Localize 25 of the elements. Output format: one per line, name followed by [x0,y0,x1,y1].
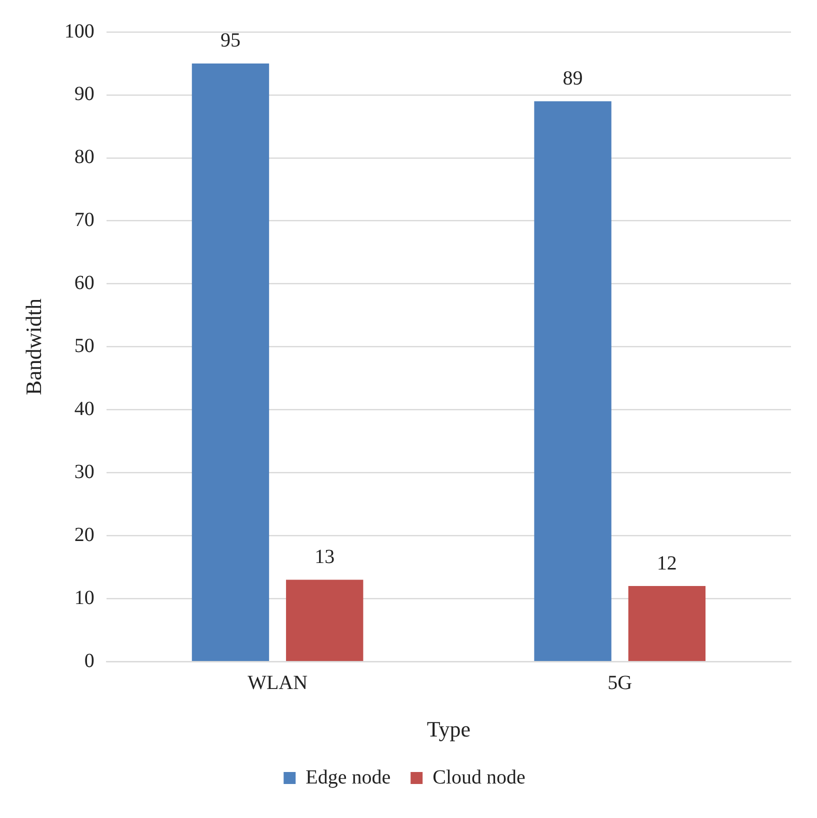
x-tick-label: 5G [608,672,632,694]
data-label: 12 [656,552,677,574]
y-tick-label: 30 [74,460,94,483]
legend-label: Edge node [306,766,391,788]
y-tick-label: 50 [74,335,94,358]
data-label: 89 [562,68,583,90]
y-tick-label: 90 [74,83,94,106]
y-tick-label: 60 [74,272,94,294]
y-tick-label: 70 [74,209,94,232]
bar [192,63,270,661]
bar [534,101,612,661]
data-label: 13 [314,546,335,568]
y-tick-label: 0 [84,650,94,672]
x-axis-title: Type [426,716,471,742]
bar [628,586,706,661]
x-tick-label: WLAN [248,672,308,694]
y-tick-label: 40 [74,398,94,420]
y-tick-label: 20 [74,524,94,546]
data-label: 95 [220,30,240,52]
bar [286,580,364,661]
y-tick-label: 80 [74,146,94,168]
legend-label: Cloud node [432,766,526,788]
y-tick-label: 10 [74,586,94,609]
y-tick-label: 100 [64,20,94,42]
y-axis-title: Bandwidth [20,298,46,396]
